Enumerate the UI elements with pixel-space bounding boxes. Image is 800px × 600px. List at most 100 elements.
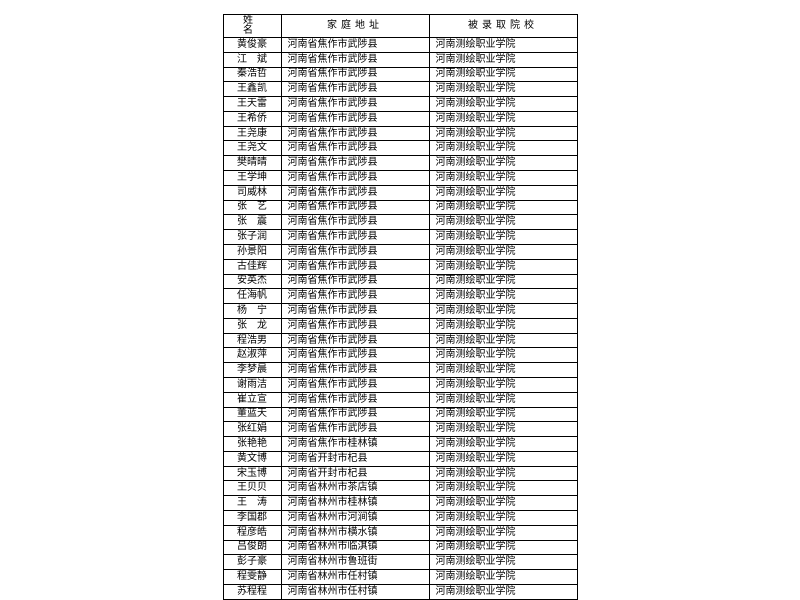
table-row: 樊晴晴河南省焦作市武陟县河南测绘职业学院	[223, 156, 577, 171]
cell-name: 黄俊豪	[223, 38, 281, 53]
cell-address: 河南省焦作市武陟县	[281, 230, 429, 245]
cell-school: 河南测绘职业学院	[429, 555, 577, 570]
cell-address: 河南省焦作市武陟县	[281, 185, 429, 200]
cell-name: 樊晴晴	[223, 156, 281, 171]
admissions-table: 姓 名 家庭地址 被录取院校 黄俊豪河南省焦作市武陟县河南测绘职业学院江 斌河南…	[223, 14, 578, 600]
table-row: 黄文博河南省开封市杞县河南测绘职业学院	[223, 451, 577, 466]
table-row: 古佳辉河南省焦作市武陟县河南测绘职业学院	[223, 259, 577, 274]
table-row: 江 斌河南省焦作市武陟县河南测绘职业学院	[223, 52, 577, 67]
table-row: 张红娟河南省焦作市武陟县河南测绘职业学院	[223, 422, 577, 437]
cell-school: 河南测绘职业学院	[429, 230, 577, 245]
cell-name: 苏程程	[223, 584, 281, 599]
cell-school: 河南测绘职业学院	[429, 97, 577, 112]
cell-name: 程彦皓	[223, 525, 281, 540]
cell-school: 河南测绘职业学院	[429, 377, 577, 392]
table-row: 宋玉博河南省开封市杞县河南测绘职业学院	[223, 466, 577, 481]
table-row: 程彦皓河南省林州市横水镇河南测绘职业学院	[223, 525, 577, 540]
cell-address: 河南省林州市横水镇	[281, 525, 429, 540]
table-row: 苏程程河南省林州市任村镇河南测绘职业学院	[223, 584, 577, 599]
table-row: 王鑫凯河南省焦作市武陟县河南测绘职业学院	[223, 82, 577, 97]
cell-school: 河南测绘职业学院	[429, 274, 577, 289]
cell-name: 李国郡	[223, 511, 281, 526]
cell-name: 江 斌	[223, 52, 281, 67]
table-row: 王尧康河南省焦作市武陟县河南测绘职业学院	[223, 126, 577, 141]
cell-address: 河南省林州市临淇镇	[281, 540, 429, 555]
cell-name: 王 涛	[223, 496, 281, 511]
cell-school: 河南测绘职业学院	[429, 525, 577, 540]
cell-name: 董蓝天	[223, 407, 281, 422]
cell-school: 河南测绘职业学院	[429, 215, 577, 230]
cell-school: 河南测绘职业学院	[429, 289, 577, 304]
cell-name: 赵淑萍	[223, 348, 281, 363]
cell-address: 河南省焦作市武陟县	[281, 318, 429, 333]
table-row: 王学坤河南省焦作市武陟县河南测绘职业学院	[223, 171, 577, 186]
cell-address: 河南省林州市任村镇	[281, 584, 429, 599]
table-row: 黄俊豪河南省焦作市武陟县河南测绘职业学院	[223, 38, 577, 53]
cell-address: 河南省焦作市武陟县	[281, 111, 429, 126]
table-row: 李梦晨河南省焦作市武陟县河南测绘职业学院	[223, 363, 577, 378]
cell-name: 张子润	[223, 230, 281, 245]
table-row: 安英杰河南省焦作市武陟县河南测绘职业学院	[223, 274, 577, 289]
cell-school: 河南测绘职业学院	[429, 156, 577, 171]
cell-name: 张艳艳	[223, 437, 281, 452]
cell-name: 谢雨洁	[223, 377, 281, 392]
cell-name: 司威林	[223, 185, 281, 200]
table-row: 崔立宣河南省焦作市武陟县河南测绘职业学院	[223, 392, 577, 407]
cell-school: 河南测绘职业学院	[429, 318, 577, 333]
table-row: 张 艺河南省焦作市武陟县河南测绘职业学院	[223, 200, 577, 215]
cell-name: 王尧康	[223, 126, 281, 141]
cell-address: 河南省焦作市武陟县	[281, 377, 429, 392]
table-row: 张子润河南省焦作市武陟县河南测绘职业学院	[223, 230, 577, 245]
cell-name: 王天雷	[223, 97, 281, 112]
table-row: 王尧文河南省焦作市武陟县河南测绘职业学院	[223, 141, 577, 156]
table-row: 王天雷河南省焦作市武陟县河南测绘职业学院	[223, 97, 577, 112]
cell-address: 河南省焦作市武陟县	[281, 363, 429, 378]
cell-school: 河南测绘职业学院	[429, 38, 577, 53]
cell-address: 河南省焦作市武陟县	[281, 348, 429, 363]
cell-name: 宋玉博	[223, 466, 281, 481]
cell-name: 安英杰	[223, 274, 281, 289]
cell-name: 李梦晨	[223, 363, 281, 378]
cell-name: 秦浩哲	[223, 67, 281, 82]
cell-school: 河南测绘职业学院	[429, 422, 577, 437]
table-header: 姓 名 家庭地址 被录取院校	[223, 15, 577, 38]
cell-school: 河南测绘职业学院	[429, 363, 577, 378]
cell-name: 王鑫凯	[223, 82, 281, 97]
cell-school: 河南测绘职业学院	[429, 496, 577, 511]
cell-school: 河南测绘职业学院	[429, 126, 577, 141]
cell-name: 任海帆	[223, 289, 281, 304]
table-row: 张 震河南省焦作市武陟县河南测绘职业学院	[223, 215, 577, 230]
cell-address: 河南省焦作市武陟县	[281, 52, 429, 67]
cell-address: 河南省开封市杞县	[281, 451, 429, 466]
cell-address: 河南省焦作市武陟县	[281, 215, 429, 230]
cell-school: 河南测绘职业学院	[429, 171, 577, 186]
cell-address: 河南省焦作市武陟县	[281, 259, 429, 274]
cell-school: 河南测绘职业学院	[429, 111, 577, 126]
cell-address: 河南省焦作市武陟县	[281, 304, 429, 319]
cell-address: 河南省焦作市武陟县	[281, 274, 429, 289]
cell-name: 崔立宣	[223, 392, 281, 407]
cell-school: 河南测绘职业学院	[429, 570, 577, 585]
table-row: 王 涛河南省林州市桂林镇河南测绘职业学院	[223, 496, 577, 511]
cell-school: 河南测绘职业学院	[429, 584, 577, 599]
table-row: 张艳艳河南省焦作市桂林镇河南测绘职业学院	[223, 437, 577, 452]
col-header-school: 被录取院校	[429, 15, 577, 38]
cell-address: 河南省林州市河涧镇	[281, 511, 429, 526]
header-row: 姓 名 家庭地址 被录取院校	[223, 15, 577, 38]
cell-name: 王贝贝	[223, 481, 281, 496]
col-header-address: 家庭地址	[281, 15, 429, 38]
cell-name: 王学坤	[223, 171, 281, 186]
cell-address: 河南省焦作市武陟县	[281, 126, 429, 141]
cell-name: 孙景阳	[223, 244, 281, 259]
cell-address: 河南省林州市任村镇	[281, 570, 429, 585]
col-header-name: 姓 名	[223, 15, 281, 38]
cell-school: 河南测绘职业学院	[429, 259, 577, 274]
page-container: 姓 名 家庭地址 被录取院校 黄俊豪河南省焦作市武陟县河南测绘职业学院江 斌河南…	[0, 0, 800, 600]
cell-address: 河南省焦作市武陟县	[281, 171, 429, 186]
cell-name: 张 龙	[223, 318, 281, 333]
cell-address: 河南省焦作市武陟县	[281, 333, 429, 348]
table-body: 黄俊豪河南省焦作市武陟县河南测绘职业学院江 斌河南省焦作市武陟县河南测绘职业学院…	[223, 38, 577, 600]
cell-address: 河南省焦作市武陟县	[281, 422, 429, 437]
cell-name: 程浩男	[223, 333, 281, 348]
cell-address: 河南省焦作市武陟县	[281, 67, 429, 82]
